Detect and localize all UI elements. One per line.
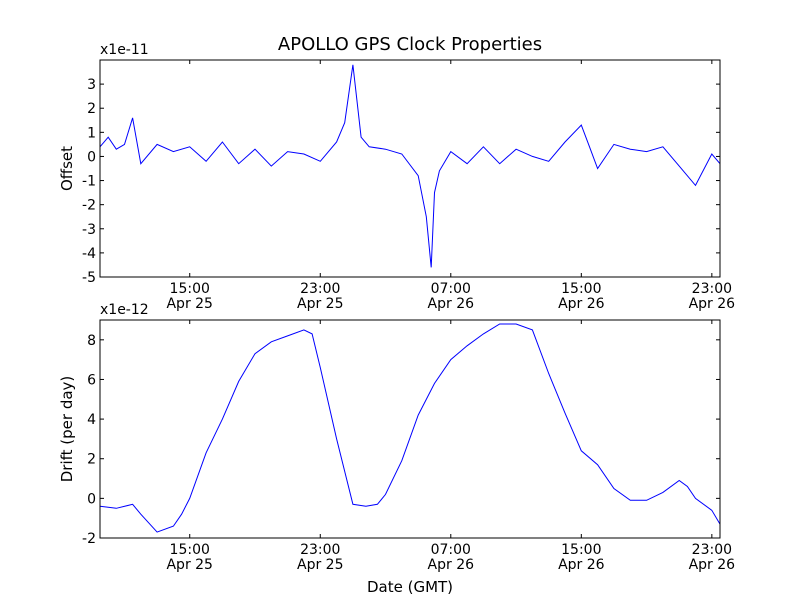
figure-title: APOLLO GPS Clock Properties (278, 34, 542, 55)
plot-frame (99, 319, 721, 539)
x-tick-date-label: Apr 26 (558, 557, 605, 573)
y-tick-label: 2 (87, 452, 96, 468)
x-tick-time-label: 07:00 (431, 542, 471, 558)
plot-frame (99, 59, 721, 278)
x-axis-label: Date (GMT) (367, 578, 453, 596)
y-tick-label: -2 (82, 198, 96, 214)
y-tick-label: 3 (87, 77, 96, 93)
x-tick-date-label: Apr 26 (689, 557, 736, 573)
y-axis-label: Offset (58, 146, 76, 191)
x-tick-date-label: Apr 25 (166, 296, 212, 312)
x-tick-date-label: Apr 25 (166, 557, 212, 573)
x-tick-date-label: Apr 26 (558, 296, 605, 312)
x-tick-time-label: 15:00 (561, 542, 601, 558)
series-line (99, 323, 721, 533)
x-tick-time-label: 23:00 (300, 281, 340, 297)
y-tick-label: -4 (82, 246, 96, 262)
y-scale-label: x1e-12 (100, 302, 149, 318)
y-tick-label: 0 (87, 149, 96, 165)
y-axis-label: Drift (per day) (58, 376, 76, 483)
y-tick-label: 8 (87, 333, 96, 349)
x-tick-time-label: 23:00 (692, 542, 732, 558)
y-tick-label: -3 (82, 222, 96, 238)
y-scale-label: x1e-11 (100, 42, 149, 58)
x-tick-time-label: 07:00 (431, 281, 471, 297)
y-tick-label: 6 (87, 372, 96, 388)
y-tick-label: 0 (87, 491, 96, 507)
x-tick-time-label: 23:00 (300, 542, 340, 558)
y-tick-label: 2 (87, 101, 96, 117)
x-tick-date-label: Apr 25 (297, 557, 343, 573)
x-tick-time-label: 15:00 (170, 281, 210, 297)
x-tick-date-label: Apr 26 (428, 557, 475, 573)
x-tick-date-label: Apr 25 (297, 296, 343, 312)
series-line (99, 64, 721, 268)
x-tick-date-label: Apr 26 (689, 296, 736, 312)
y-tick-label: -2 (82, 531, 96, 547)
x-tick-time-label: 15:00 (561, 281, 601, 297)
x-tick-date-label: Apr 26 (428, 296, 475, 312)
x-tick-time-label: 15:00 (170, 542, 210, 558)
y-tick-label: -1 (82, 174, 96, 190)
x-tick-time-label: 23:00 (692, 281, 732, 297)
y-tick-label: -5 (82, 270, 96, 286)
y-tick-label: 1 (87, 125, 96, 141)
y-tick-label: 4 (87, 412, 96, 428)
